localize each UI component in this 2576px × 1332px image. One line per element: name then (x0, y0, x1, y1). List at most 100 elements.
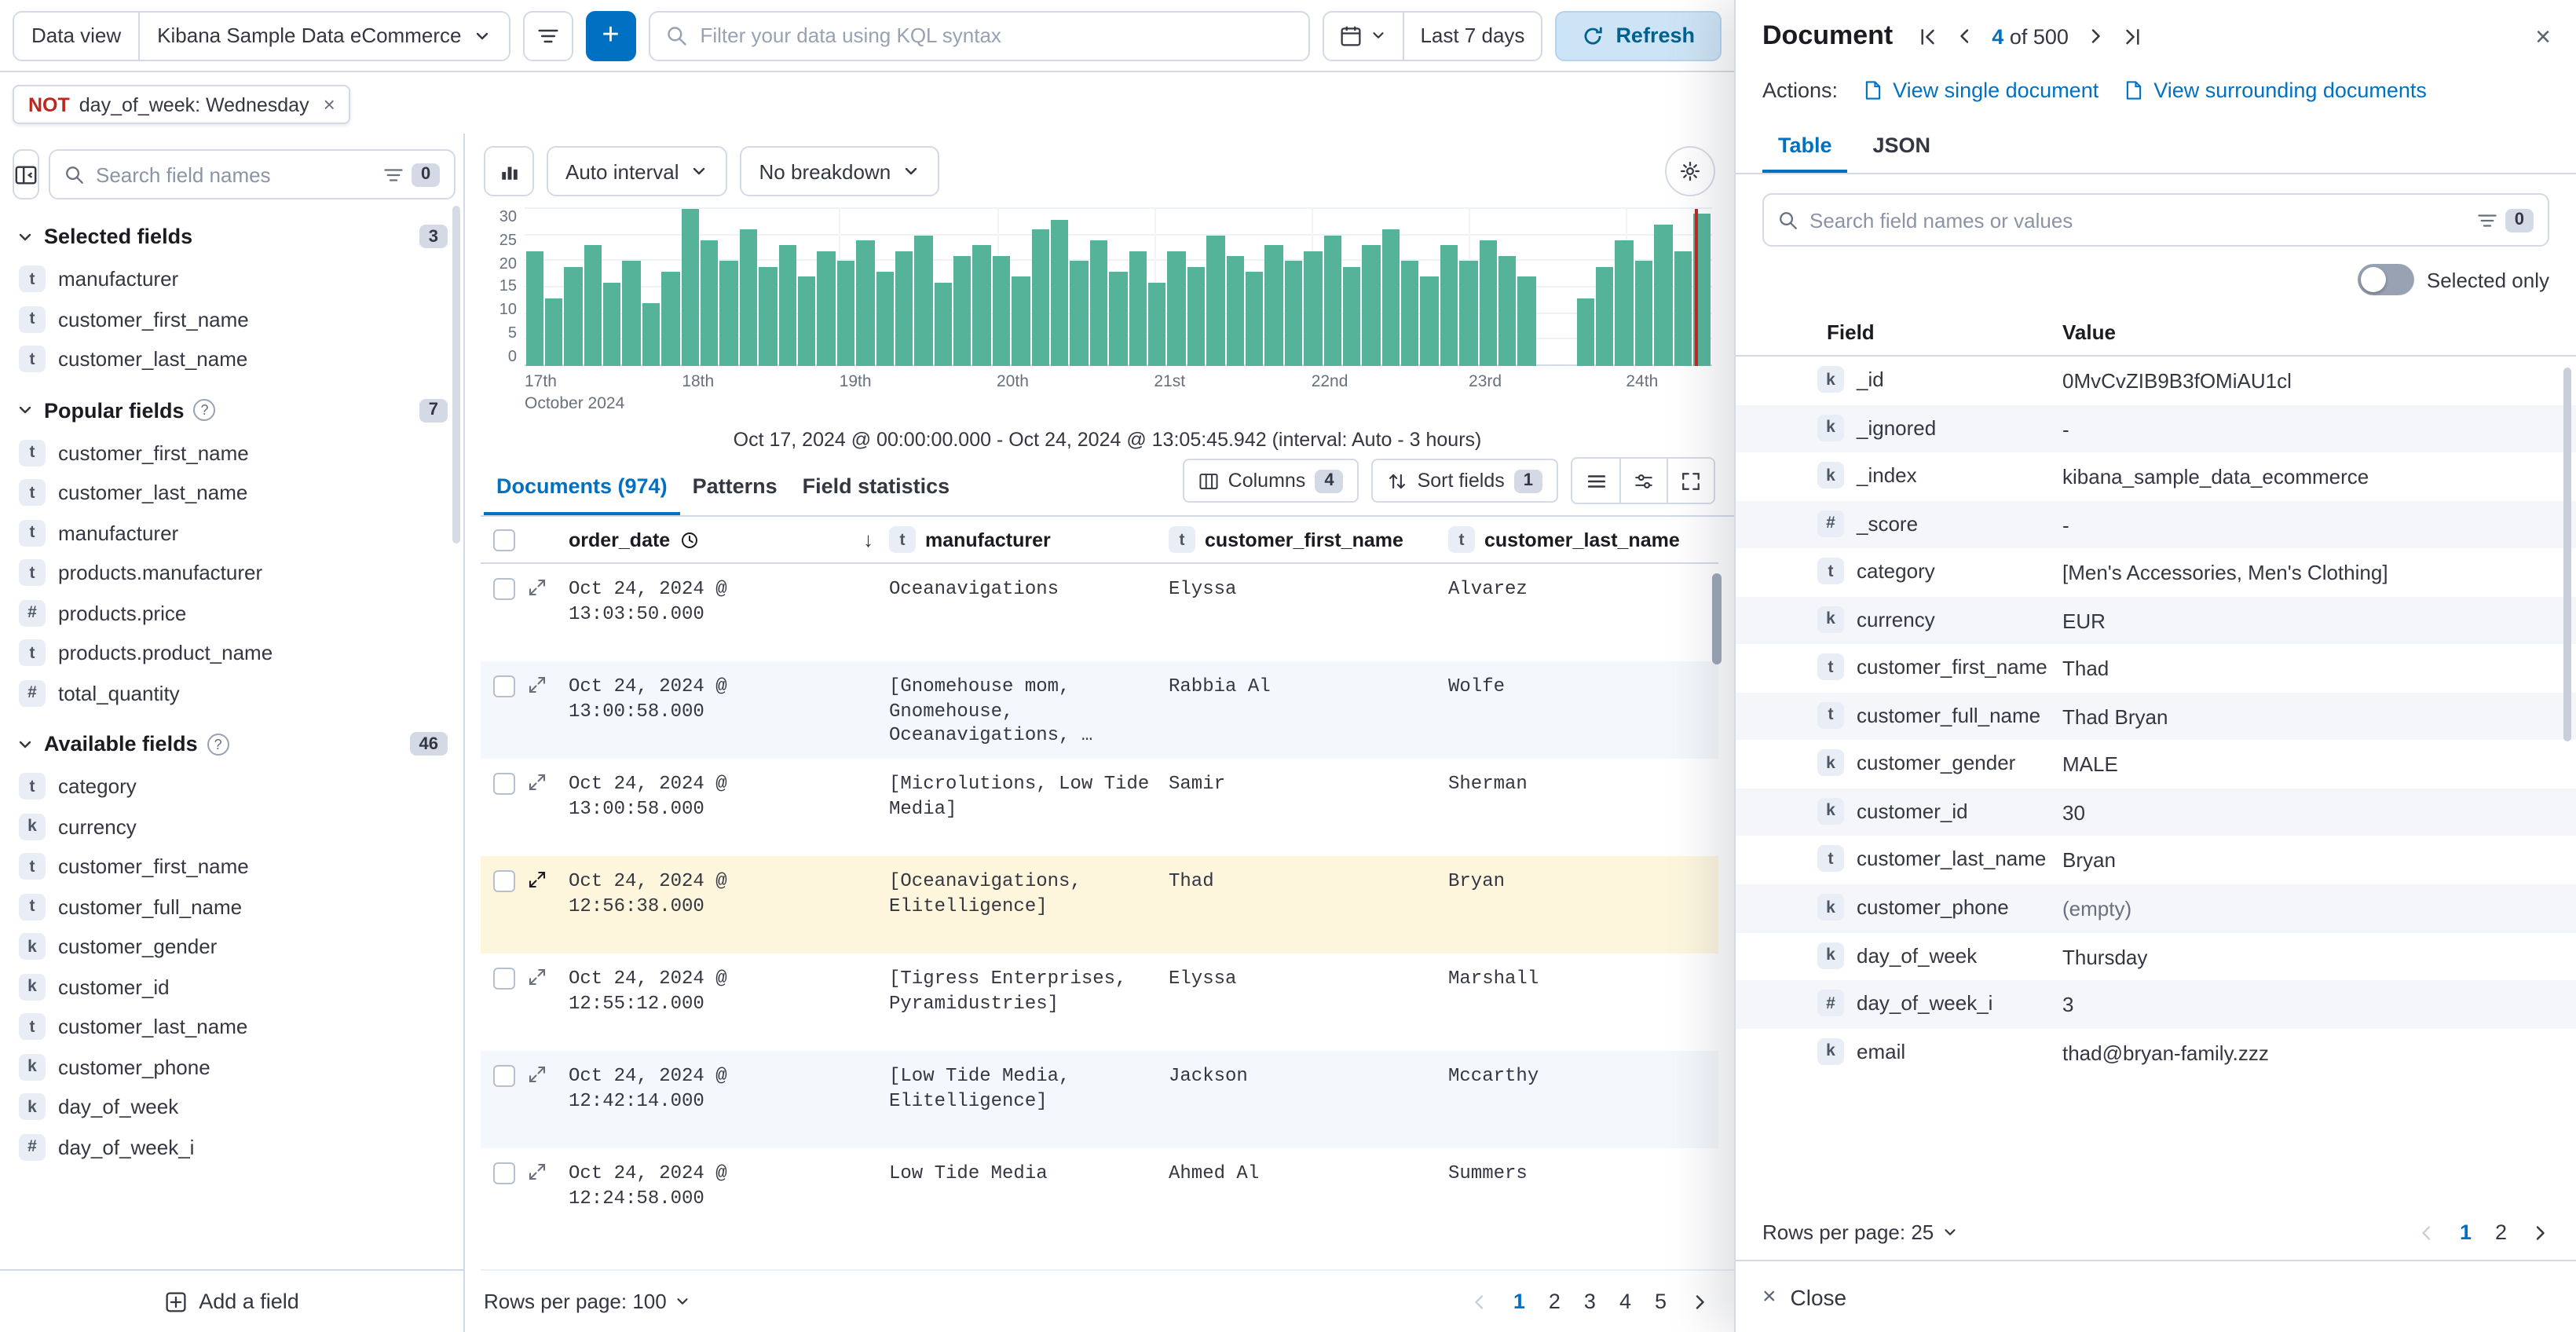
previous-page-icon[interactable] (1471, 1292, 1490, 1311)
cell-customer-last-name[interactable]: Wolfe (1448, 675, 1506, 697)
row-checkbox[interactable] (493, 578, 515, 600)
histogram-bar[interactable] (1498, 256, 1517, 366)
page-button-4[interactable]: 4 (1619, 1290, 1631, 1313)
histogram-bar[interactable] (1109, 272, 1128, 366)
cell-customer-first-name[interactable]: Elyssa (1169, 968, 1237, 990)
column-header-customer-last-name[interactable]: t customer_last_name (1448, 526, 1718, 553)
field-item-products-product-name[interactable]: t products.product_name (16, 633, 448, 673)
histogram-bar[interactable] (1284, 261, 1303, 366)
column-header-order-date[interactable]: order_date ↓ (569, 528, 889, 551)
last-document-icon[interactable] (2122, 26, 2142, 46)
histogram-bar[interactable] (1420, 276, 1439, 366)
field-item-customer-full-name[interactable]: t customer_full_name (16, 887, 448, 927)
tab-documents-974[interactable]: Documents (974) (484, 460, 680, 515)
view-surrounding-documents-link[interactable]: View surrounding documents (2124, 79, 2427, 102)
cell-order-date[interactable]: Oct 24, 2024 @ 13:03:50.000 (569, 578, 727, 625)
field-row-category[interactable]: t category [Men's Accessories, Men's Cloth… (1736, 548, 2576, 596)
field-item-customer-last-name[interactable]: t customer_last_name (16, 473, 448, 513)
field-item-customer-last-name[interactable]: t customer_last_name (16, 1007, 448, 1047)
field-row-score[interactable]: # _score - (1736, 500, 2576, 549)
field-row-customer-phone[interactable]: k customer_phone (empty) (1736, 884, 2576, 933)
field-row-index[interactable]: k _index kibana_sample_data_ecommerce (1736, 452, 2576, 500)
field-item-customer-first-name[interactable]: t customer_first_name (16, 433, 448, 473)
section-toggle-available-fields[interactable]: Available fields? 46 (16, 732, 448, 756)
cell-order-date[interactable]: Oct 24, 2024 @ 13:00:58.000 (569, 773, 727, 820)
add-field-button[interactable]: Add a field (0, 1269, 463, 1332)
field-item-manufacturer[interactable]: t manufacturer (16, 513, 448, 553)
page-button-1[interactable]: 1 (1513, 1290, 1525, 1313)
cell-customer-last-name[interactable]: Alvarez (1448, 578, 1528, 600)
page-button-2[interactable]: 2 (1548, 1290, 1561, 1313)
histogram-bar[interactable] (1517, 276, 1536, 366)
time-picker-calendar-button[interactable] (1324, 12, 1403, 59)
field-item-customer-first-name[interactable]: t customer_first_name (16, 299, 448, 339)
document-row[interactable]: Oct 24, 2024 @ 13:00:58.000 [Gnomehouse m… (481, 661, 1718, 759)
histogram-bar[interactable] (1634, 261, 1653, 366)
section-toggle-selected-fields[interactable]: Selected fields 3 (16, 225, 448, 248)
histogram-bar[interactable] (856, 240, 875, 366)
grid-scrollbar[interactable] (1712, 573, 1722, 664)
histogram-bar[interactable] (1654, 225, 1673, 366)
field-item-customer-id[interactable]: k customer_id (16, 967, 448, 1007)
document-row[interactable]: Oct 24, 2024 @ 13:00:58.000 [Microlutions… (481, 759, 1718, 856)
tab-patterns[interactable]: Patterns (680, 460, 790, 515)
first-document-icon[interactable] (1918, 26, 1938, 46)
collapse-sidebar-button[interactable] (13, 149, 39, 199)
interval-select[interactable]: Auto interval (547, 146, 728, 196)
data-view-label-button[interactable]: Data view (14, 12, 139, 59)
field-filter-button[interactable]: 0 (383, 163, 441, 186)
histogram-bar[interactable] (992, 256, 1011, 366)
cell-order-date[interactable]: Oct 24, 2024 @ 13:00:58.000 (569, 675, 727, 723)
next-page-icon[interactable] (2530, 1223, 2549, 1242)
add-filter-button[interactable]: + (585, 10, 636, 60)
histogram-bar[interactable] (972, 245, 991, 366)
field-item-day-of-week-i[interactable]: # day_of_week_i (16, 1127, 448, 1167)
field-item-total-quantity[interactable]: # total_quantity (16, 673, 448, 713)
histogram-bar[interactable] (1070, 261, 1089, 366)
field-item-manufacturer[interactable]: t manufacturer (16, 259, 448, 299)
data-view-selector[interactable]: Kibana Sample Data eCommerce (138, 12, 509, 59)
expand-document-icon[interactable] (528, 968, 547, 986)
histogram-bar[interactable] (544, 298, 563, 366)
columns-button[interactable]: Columns 4 (1182, 459, 1359, 503)
histogram-bar[interactable] (1031, 229, 1050, 366)
field-item-customer-gender[interactable]: k customer_gender (16, 927, 448, 967)
page-button-1[interactable]: 1 (2459, 1220, 2472, 1244)
field-item-customer-last-name[interactable]: t customer_last_name (16, 339, 448, 379)
flyout-rows-per-page-button[interactable]: Rows per page: 25 (1762, 1220, 1959, 1244)
histogram-bar[interactable] (1595, 266, 1614, 366)
histogram-bar[interactable] (953, 256, 971, 366)
histogram-bar[interactable] (1187, 266, 1206, 366)
tab-field-statistics[interactable]: Field statistics (790, 460, 963, 515)
document-row[interactable]: Oct 24, 2024 @ 12:55:12.000 [Tigress Ente… (481, 953, 1718, 1051)
histogram-bar[interactable] (661, 272, 680, 366)
expand-document-icon[interactable] (528, 675, 547, 694)
field-item-day-of-week[interactable]: k day_of_week (16, 1087, 448, 1127)
document-row[interactable]: Oct 24, 2024 @ 13:03:50.000 Oceanavigatio… (481, 564, 1718, 661)
histogram-bar[interactable] (759, 266, 778, 366)
field-item-currency[interactable]: k currency (16, 807, 448, 847)
histogram-bar[interactable] (778, 245, 796, 366)
flyout-tab-table[interactable]: Table (1762, 121, 1848, 173)
edit-visualization-button[interactable] (484, 146, 534, 196)
histogram-bar[interactable] (797, 276, 816, 366)
document-row[interactable]: Oct 24, 2024 @ 12:24:58.000 Low Tide Medi… (481, 1148, 1718, 1246)
histogram-bar[interactable] (914, 235, 933, 366)
histogram-bar[interactable] (1148, 282, 1166, 366)
flyout-search-box[interactable]: 0 (1762, 193, 2549, 247)
field-row-currency[interactable]: k currency EUR (1736, 596, 2576, 645)
sort-fields-button[interactable]: Sort fields 1 (1371, 459, 1558, 503)
field-row-day-of-week[interactable]: k day_of_week Thursday (1736, 932, 2576, 980)
expand-document-icon[interactable] (528, 1065, 547, 1084)
next-document-icon[interactable] (2086, 27, 2105, 46)
saved-queries-button[interactable] (522, 10, 573, 60)
cell-customer-last-name[interactable]: Summers (1448, 1162, 1528, 1184)
cell-manufacturer[interactable]: Low Tide Media (889, 1162, 1048, 1184)
histogram-bar[interactable] (876, 272, 894, 366)
view-single-document-link[interactable]: View single document (1863, 79, 2098, 102)
histogram-bar[interactable] (564, 266, 583, 366)
section-toggle-popular-fields[interactable]: Popular fields? 7 (16, 398, 448, 422)
next-page-icon[interactable] (1690, 1292, 1709, 1311)
flyout-search-input[interactable] (1809, 208, 2466, 232)
cell-manufacturer[interactable]: Oceanavigations (889, 578, 1059, 600)
